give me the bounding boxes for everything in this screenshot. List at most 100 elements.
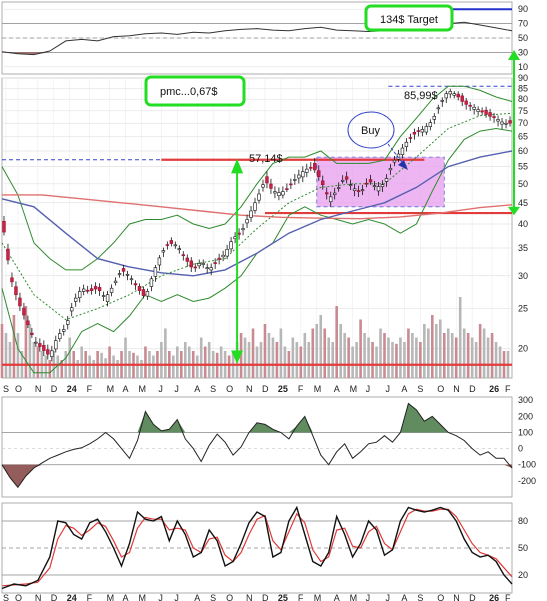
candle-body [424,126,429,133]
candle-body [137,286,142,291]
pmc-box [144,75,246,107]
macd-axis-tick-label: -200 [518,476,536,486]
volume-bar [371,342,374,378]
volume-bar [255,346,259,378]
candle-body [460,95,464,102]
candle-body [261,184,265,188]
volume-bar [379,328,382,378]
x-axis-bottom-label: A [194,593,200,601]
top-indicator-tick-label: 30 [518,47,528,57]
candle-body [289,183,293,186]
pmc-label: pmc...0,67$ [160,86,217,98]
candle-body [149,278,154,287]
price-axis-tick-label: 40 [518,219,528,229]
candle-body [34,341,38,344]
volume-bar [80,346,83,378]
candle-body [321,180,325,186]
candle-body [277,192,281,197]
x-axis-label: J [366,384,371,394]
volume-bar [16,333,20,378]
price-axis-tick-label: 50 [518,179,528,189]
stoch-k-line [1,505,513,590]
volume-bar [470,337,474,378]
candle-body [400,147,405,155]
volume-bar [403,342,406,378]
volume-bar [446,328,450,378]
volume-bar [36,346,40,378]
candle-body [18,297,22,307]
macd-panel: 300 200 100 0 -100 -200 [1,395,536,498]
candle-body [153,267,158,277]
candle-body [504,122,508,125]
candle-body [472,106,476,110]
candle-body [388,167,393,171]
volume-bar [335,306,338,378]
price-axis-tick-label: 20 [518,344,528,354]
candle-body [145,291,150,297]
candle-body [408,137,413,139]
volume-bar [454,337,458,378]
volume-bar [347,337,350,378]
price-axis-tick-label: 75 [518,106,528,116]
volume-bar [108,346,111,378]
candle-body [348,184,353,187]
candle-body [448,91,452,95]
volume-bar [399,337,402,378]
price-axis-tick-label: 25 [518,304,528,314]
x-axis-bottom-label: A [401,593,407,601]
volume-bar [195,355,199,378]
candle-body [225,249,229,257]
macd-axis-tick-label: -100 [518,460,536,470]
volume-bar [466,333,470,378]
candle-body [237,232,241,235]
x-axis-bottom-label: M [138,593,146,601]
candle-body [46,349,50,355]
x-axis-bottom-label: F [505,593,511,601]
candle-body [213,262,217,264]
macd-axis-tick-label: 100 [518,427,533,437]
x-axis-bottom-label: J [366,593,371,601]
price-57-label: 57,14$ [249,153,283,165]
candle-body [444,93,448,99]
volume-bar [251,328,255,378]
band-upper [1,85,513,271]
price-axis-tick-label: 85 [518,83,528,93]
candle-body [50,350,54,357]
price-axis-tick-label: 55 [518,162,528,172]
x-axis-bottom-label: J [174,593,179,601]
candle-body [62,329,66,332]
volume-bar [407,328,410,378]
x-axis-label: 26 [489,384,499,394]
candle-body [428,122,433,128]
candle-body [197,263,201,267]
volume-bar [76,360,80,378]
x-axis-label: J [174,384,179,394]
price-axis-tick-label: 80 [518,94,528,104]
candle-body [317,170,321,178]
candle-body [404,141,409,148]
candle-body [89,288,94,291]
x-axis-main: S O N D 24 F M A M J J A S O N D 25 F M A M J J A S O N D 26 F [3,384,511,394]
volume-bar [227,355,231,378]
target-box [364,4,454,32]
candle-body [117,273,122,275]
volume-bar [327,337,331,378]
x-axis-label: M [107,384,115,394]
candle-body [293,179,297,181]
volume-bar [263,324,267,378]
candle-body [30,332,34,335]
volume-bar [458,297,462,378]
volume-bar [478,324,482,378]
candle-body [452,93,456,96]
x-axis-label: N [35,384,42,394]
volume-bar [438,319,442,378]
candle-body [273,191,277,194]
macd-axis-tick-label: 200 [518,411,533,421]
candle-body [133,283,138,286]
top-indicator-tick-label: 10 [518,62,528,72]
volume-bar [32,342,36,378]
stochastic-axis-tick-label: 80 [518,516,528,526]
volume-bar [48,360,52,378]
x-axis-bottom-label: M [314,593,322,601]
x-axis-bottom-label: 25 [278,593,288,601]
